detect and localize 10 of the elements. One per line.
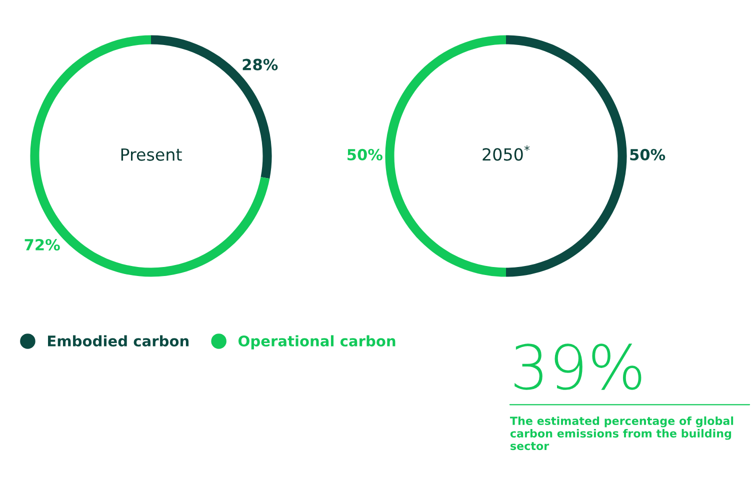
text: The estimated percentage of global carbon emissions from the building sector [510, 416, 734, 450]
data-label: 28% [242, 58, 278, 70]
legend-label: Embodied carbon [48, 335, 189, 347]
data-label: 72% [24, 238, 60, 251]
legend-label: Operational carbon [238, 335, 396, 350]
text: 2050$^{*}$ [482, 145, 530, 161]
text: 39% [514, 344, 642, 390]
data-label: 50% [630, 148, 666, 160]
data-label: 50% [348, 148, 382, 160]
text: Present [121, 148, 182, 161]
